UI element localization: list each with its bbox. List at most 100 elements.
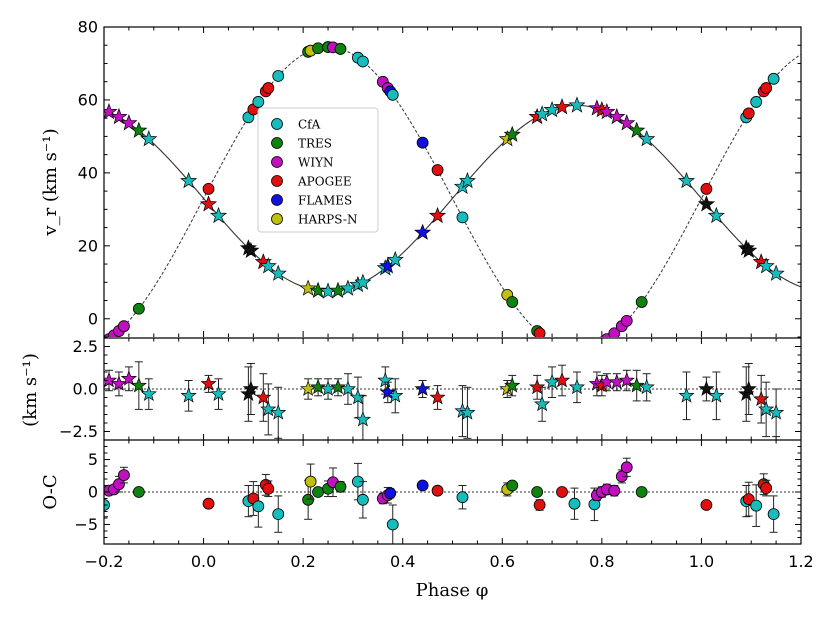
secondary-point <box>506 296 519 308</box>
primary-point <box>677 171 696 189</box>
x-tick-label: −0.2 <box>85 552 124 571</box>
primary-residuals-panel <box>104 361 801 440</box>
primary-residual-point <box>459 404 476 420</box>
secondary-residual-point <box>384 487 397 500</box>
secondary-residual-point <box>252 500 265 513</box>
primary-point <box>386 250 404 268</box>
legend-marker <box>271 156 283 168</box>
secondary-residual-point <box>416 479 429 492</box>
secondary-residual-point <box>386 518 399 531</box>
primary-point <box>740 241 758 258</box>
secondary-point <box>431 164 444 176</box>
primary-residual-point <box>414 380 431 396</box>
primary-point <box>767 264 785 281</box>
legend-marker <box>271 137 283 149</box>
secondary-residual-point <box>431 484 444 497</box>
x-tick-label: 0.6 <box>490 552 515 571</box>
primary-residual-point <box>638 378 655 395</box>
primary-residual-point <box>568 378 586 395</box>
legend-label: APOGEE <box>297 175 352 189</box>
primary-point <box>259 257 277 274</box>
primary-point <box>209 206 228 224</box>
secondary-residual-point <box>272 508 285 520</box>
secondary-residual-point <box>635 486 648 498</box>
rv-panel <box>104 41 801 355</box>
primary-residual-point <box>768 404 785 420</box>
secondary-point <box>767 72 780 85</box>
legend-label: HARPS-N <box>298 213 357 227</box>
primary-residual-point <box>200 375 217 391</box>
secondary-residual-point <box>262 482 275 495</box>
secondary-point <box>742 107 755 120</box>
secondary-residual-point <box>620 461 633 474</box>
primary-residual-point <box>387 387 404 403</box>
primary-point <box>199 195 218 212</box>
y-tick-label: 2.5 <box>73 337 98 356</box>
primary-point <box>757 257 775 274</box>
secondary-residual-point <box>533 499 546 511</box>
tick-labels: −0.2 0.0 0.2 0.4 0.6 0.8 1.0 1.2 0 20 40 60 80 −2.5 0.… <box>59 18 814 572</box>
legend-marker <box>271 194 283 206</box>
primary-residual-point <box>758 400 775 417</box>
secondary-residual-point <box>202 497 215 510</box>
x-tick-label: 1.2 <box>788 552 813 571</box>
primary-residual-point <box>628 377 645 393</box>
secondary-points <box>104 41 780 355</box>
legend-label: FLAMES <box>298 194 352 208</box>
secondary-point <box>118 320 130 333</box>
secondary-point <box>569 344 580 355</box>
secondary-point <box>635 296 648 308</box>
secondary-residual-point <box>312 486 324 498</box>
y-axis-title-residuals-primary: (km s⁻¹) <box>20 353 41 427</box>
secondary-point <box>533 327 546 337</box>
primary-residual-point <box>534 395 551 412</box>
primary-residual-point <box>104 372 118 388</box>
primary-residual-point <box>429 389 446 405</box>
primary-residual-point <box>310 378 327 395</box>
primary-point <box>707 206 725 224</box>
legend-marker <box>271 213 283 225</box>
primary-point <box>339 279 357 296</box>
primary-point <box>533 105 551 122</box>
secondary-residual-point <box>113 478 125 491</box>
primary-point <box>130 121 148 138</box>
primary-residual-point <box>740 380 757 396</box>
primary-point <box>414 223 432 240</box>
secondary-point <box>272 70 285 82</box>
primary-point <box>120 114 138 131</box>
x-axis-title: Phase φ <box>416 580 489 601</box>
x-tick-label: 0.8 <box>589 552 614 571</box>
primary-residual-points <box>104 361 785 440</box>
primary-point <box>638 130 656 147</box>
primary-point <box>309 281 327 298</box>
primary-point <box>697 195 715 212</box>
secondary-residuals-panel <box>104 457 801 544</box>
axis-ticks <box>103 26 802 544</box>
legend-label: WIYN <box>298 156 334 170</box>
secondary-model-curve <box>111 46 801 337</box>
primary-point <box>242 241 260 258</box>
legend-marker <box>271 118 283 130</box>
y-tick-label: 40 <box>78 163 98 182</box>
secondary-point <box>262 82 275 94</box>
secondary-point <box>386 88 399 101</box>
secondary-point <box>456 211 469 224</box>
y-tick-label: 5 <box>88 450 98 469</box>
legend-label: CfA <box>298 118 321 132</box>
x-tick-label: 1.0 <box>689 552 714 571</box>
secondary-point <box>557 342 568 353</box>
plot-frame <box>103 26 802 545</box>
secondary-residual-point <box>742 493 755 506</box>
primary-point <box>608 107 626 125</box>
x-tick-label: 0.2 <box>290 552 315 571</box>
secondary-point <box>589 341 600 352</box>
y-axis-title-rv: v_r (km s⁻¹) <box>40 128 61 236</box>
primary-residual-point <box>553 372 571 388</box>
primary-residual-point <box>339 380 357 396</box>
secondary-residual-point <box>304 475 317 488</box>
x-tick-label: 0.0 <box>191 552 216 571</box>
legend-box <box>257 107 379 233</box>
y-tick-label: 0 <box>88 483 98 502</box>
primary-residual-point <box>180 387 197 403</box>
primary-residual-point <box>349 389 366 405</box>
